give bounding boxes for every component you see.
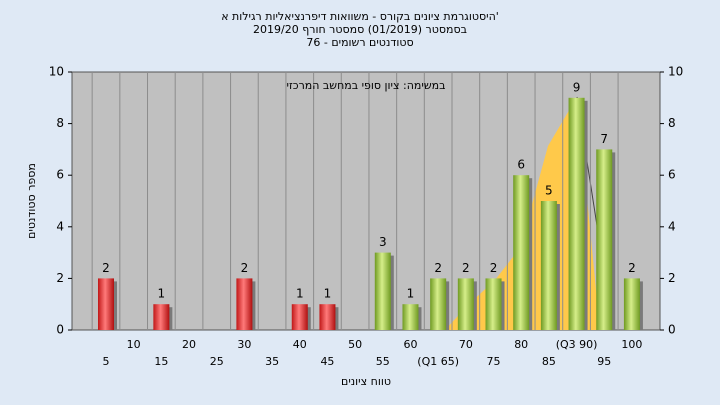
x-tick-label: 25 bbox=[210, 355, 224, 368]
x-tick-label: 100 bbox=[621, 338, 642, 351]
title-line: סטודנטים רשומים - 76 bbox=[306, 36, 413, 49]
x-tick-label: 95 bbox=[597, 355, 611, 368]
x-tick-label: (Q3 90) bbox=[556, 338, 598, 351]
y2-tick-label: 6 bbox=[668, 168, 676, 182]
bar-label: 6 bbox=[517, 158, 525, 172]
bar-label: 2 bbox=[490, 261, 498, 275]
bar-label: 1 bbox=[407, 287, 415, 301]
x-tick-label: 20 bbox=[182, 338, 196, 351]
x-tick-label: 60 bbox=[403, 338, 417, 351]
bar bbox=[596, 149, 613, 330]
bar bbox=[485, 278, 502, 330]
quartile-area bbox=[445, 97, 600, 330]
bar-label: 3 bbox=[379, 235, 387, 249]
y2-tick-label: 0 bbox=[668, 323, 676, 337]
x-tick-label: 75 bbox=[487, 355, 501, 368]
y2-tick-label: 4 bbox=[668, 219, 676, 233]
y2-tick-label: 2 bbox=[668, 271, 676, 285]
title-line: היסטוגרמת ציונים בקורס - משוואות דיפרנצי… bbox=[221, 10, 499, 23]
x-tick-label: 40 bbox=[293, 338, 307, 351]
bar-label: 7 bbox=[600, 132, 608, 146]
x-tick-label: 55 bbox=[376, 355, 390, 368]
x-tick-label: (Q1 65) bbox=[417, 355, 459, 368]
bar bbox=[540, 201, 557, 330]
x-tick-label: 10 bbox=[127, 338, 141, 351]
bar-label: 2 bbox=[628, 261, 636, 275]
y2-tick-label: 10 bbox=[668, 65, 683, 79]
y-tick-label: 4 bbox=[56, 219, 64, 233]
bar bbox=[291, 304, 308, 330]
bar bbox=[236, 278, 253, 330]
bar-label: 5 bbox=[545, 184, 553, 198]
y2-tick-label: 8 bbox=[668, 116, 676, 130]
bar-label: 2 bbox=[434, 261, 442, 275]
bar bbox=[319, 304, 336, 330]
bar bbox=[430, 278, 447, 330]
bar bbox=[513, 175, 530, 330]
x-axis-label: טווח ציונים bbox=[341, 375, 391, 388]
y-tick-label: 0 bbox=[56, 323, 64, 337]
x-tick-label: 85 bbox=[542, 355, 556, 368]
x-tick-label: 50 bbox=[348, 338, 362, 351]
x-tick-label: 80 bbox=[514, 338, 528, 351]
title-line: בסמסטר (01/2019) סמסטר חורף 2019/20 bbox=[253, 23, 467, 36]
bar-label: 1 bbox=[296, 287, 304, 301]
bar bbox=[623, 278, 640, 330]
y-tick-label: 8 bbox=[56, 116, 64, 130]
y-axis-label: מספר סטודנטים bbox=[25, 163, 38, 239]
plot bbox=[91, 72, 643, 330]
bar bbox=[568, 97, 585, 330]
bar-label: 9 bbox=[573, 80, 581, 94]
x-tick-label: 45 bbox=[320, 355, 334, 368]
bar-label: 2 bbox=[241, 261, 249, 275]
y-tick-label: 6 bbox=[56, 168, 64, 182]
bar bbox=[153, 304, 170, 330]
y-tick-label: 2 bbox=[56, 271, 64, 285]
x-tick-label: 35 bbox=[265, 355, 279, 368]
bar bbox=[402, 304, 419, 330]
x-tick-label: 5 bbox=[103, 355, 110, 368]
bar bbox=[374, 252, 391, 330]
bar-label: 2 bbox=[102, 261, 110, 275]
annotation: במשימה: ציון סופי במחשב המרכזי bbox=[286, 79, 445, 92]
bar-label: 1 bbox=[324, 287, 332, 301]
bar-label: 1 bbox=[158, 287, 166, 301]
y-tick-label: 10 bbox=[49, 65, 64, 79]
bar-label: 2 bbox=[462, 261, 470, 275]
bar bbox=[457, 278, 474, 330]
x-tick-label: 30 bbox=[237, 338, 251, 351]
x-tick-label: 15 bbox=[154, 355, 168, 368]
x-tick-label: 70 bbox=[459, 338, 473, 351]
bar bbox=[98, 278, 114, 330]
